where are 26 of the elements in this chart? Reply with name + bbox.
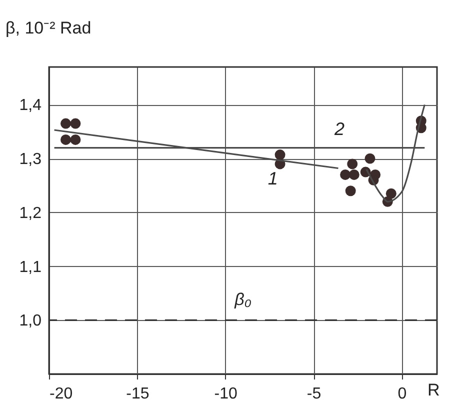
series-label: 1 xyxy=(268,168,278,188)
point xyxy=(348,169,360,180)
point xyxy=(345,186,356,196)
y-tick-label: 1,4 xyxy=(19,97,42,114)
point xyxy=(60,134,71,145)
x-tick-label: -20 xyxy=(50,386,73,402)
point xyxy=(60,118,71,129)
x-tick-label: -15 xyxy=(126,386,150,402)
y-tick-label: 1,3 xyxy=(19,151,42,168)
point xyxy=(386,188,396,199)
y-tick-label: 1,0 xyxy=(19,312,42,330)
x-tick-label: -10 xyxy=(214,386,238,402)
x-tick-label: 0 xyxy=(398,386,407,402)
point xyxy=(70,134,81,145)
point xyxy=(347,158,358,170)
point xyxy=(274,150,286,160)
y-tick-label: 1,1 xyxy=(19,258,42,276)
x-axis-title: R xyxy=(428,380,440,400)
y-axis-title: β, 10⁻² Rad xyxy=(6,18,92,38)
series-label: 2 xyxy=(333,118,344,139)
point xyxy=(340,169,351,180)
point xyxy=(70,118,81,129)
point xyxy=(364,153,376,164)
x-tick-label: -5 xyxy=(306,386,322,402)
ref-line-label: β₀ xyxy=(234,290,252,310)
y-tick-label: 1,2 xyxy=(19,204,42,222)
